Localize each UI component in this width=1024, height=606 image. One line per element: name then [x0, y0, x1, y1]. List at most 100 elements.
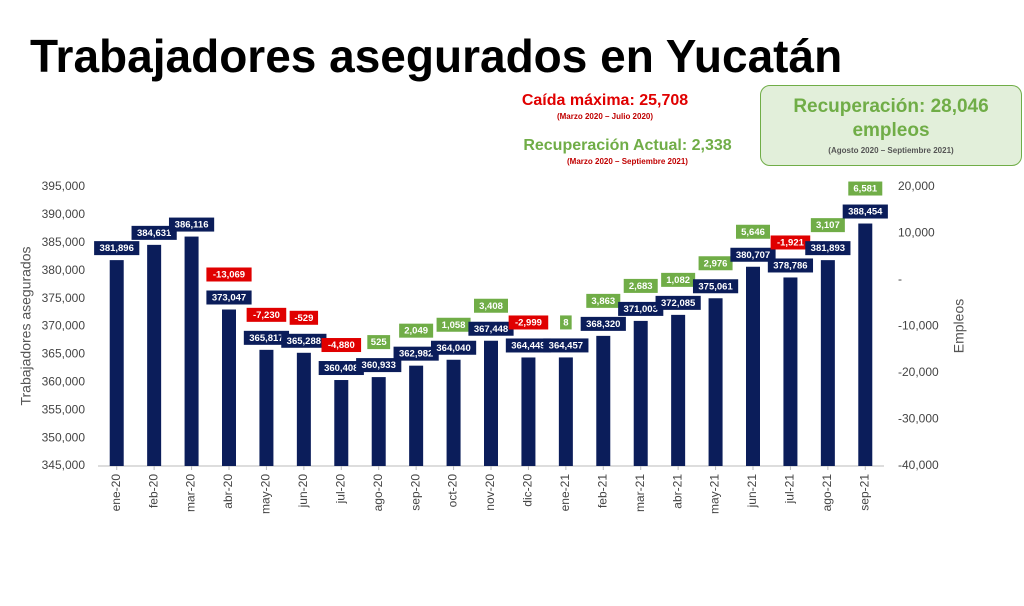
bar	[820, 260, 835, 466]
value-label: 365,288	[287, 336, 321, 347]
value-label: 388,454	[848, 207, 883, 218]
value-label: 375,061	[698, 281, 733, 292]
x-tick-label: ene-21	[558, 474, 572, 512]
x-tick-label: sep-21	[857, 474, 871, 511]
bar	[558, 357, 573, 466]
x-tick-label: nov-20	[483, 474, 497, 511]
y-axis-label: Trabajadores asegurados	[18, 246, 34, 405]
change-label-box	[698, 256, 733, 271]
bar	[371, 377, 386, 466]
change-label-box	[474, 298, 508, 313]
y-tick-label: 370,000	[42, 319, 86, 333]
bar	[184, 236, 199, 466]
value-label-box	[505, 338, 552, 353]
x-tick-label: abr-20	[221, 474, 235, 509]
value-label: 381,896	[100, 243, 134, 254]
change-label-box	[770, 235, 811, 250]
change-label-box	[436, 317, 471, 332]
y2-tick-label: 20,000	[898, 179, 935, 193]
change-label: 6,581	[853, 184, 877, 195]
value-label: 368,320	[586, 319, 620, 330]
x-tick-label: dic-20	[521, 474, 535, 507]
value-label: 380,707	[736, 250, 770, 261]
value-label-box	[281, 333, 327, 348]
value-label-box	[618, 301, 664, 316]
value-label-box	[393, 346, 439, 361]
y2-tick-label: -20,000	[898, 365, 939, 379]
value-label-box	[206, 290, 252, 305]
y-tick-label: 385,000	[42, 235, 86, 249]
value-label: 360,408	[324, 363, 358, 374]
value-label-box	[243, 330, 290, 345]
value-label-box	[318, 361, 364, 376]
x-tick-label: jun-20	[296, 474, 310, 509]
bar	[259, 349, 274, 466]
y-tick-label: 355,000	[42, 402, 86, 416]
change-label: 5,646	[741, 227, 765, 238]
change-label-box	[206, 267, 252, 282]
value-label-box	[655, 295, 701, 310]
value-label-box	[356, 358, 402, 373]
change-label: 1,082	[666, 275, 690, 286]
annotation-sub: (Agosto 2020 – Septiembre 2021)	[828, 146, 954, 155]
value-label: 373,047	[212, 293, 246, 304]
y-tick-label: 375,000	[42, 291, 86, 305]
y2-tick-label: -10,000	[898, 319, 939, 333]
change-label-box	[321, 338, 362, 353]
change-label-box	[399, 323, 434, 338]
x-tick-label: ago-20	[371, 474, 385, 512]
x-tick-label: sep-20	[408, 474, 422, 511]
value-label-box	[131, 225, 177, 240]
change-label: -1,921	[777, 237, 805, 248]
y-tick-label: 360,000	[42, 374, 86, 388]
y2-tick-label: -	[898, 272, 902, 286]
value-label-box	[842, 204, 888, 219]
annotation-sub: (Marzo 2020 – Septiembre 2021)	[567, 157, 688, 166]
y2-axis-label: Empleos	[951, 299, 967, 353]
bar	[633, 320, 648, 466]
annotation-box	[760, 85, 1022, 166]
change-label-box	[508, 315, 549, 330]
bar	[521, 357, 536, 466]
x-tick-label: feb-21	[595, 474, 609, 508]
value-label: 364,040	[436, 343, 470, 354]
bar	[147, 244, 162, 466]
bar	[708, 298, 723, 466]
y-tick-label: 380,000	[42, 263, 86, 277]
change-label-box	[810, 218, 845, 233]
change-label: 1,058	[442, 320, 466, 331]
value-label-box	[468, 321, 514, 336]
value-label-box	[692, 279, 739, 294]
x-tick-label: feb-20	[146, 474, 160, 508]
bar	[596, 335, 611, 466]
value-label: 371,003	[624, 304, 658, 315]
bar	[671, 314, 686, 466]
change-label: -13,069	[213, 270, 245, 281]
value-label: 384,631	[137, 228, 172, 239]
value-label-box	[168, 217, 215, 232]
value-label: 362,982	[399, 349, 433, 360]
annotation: Recuperación: 28,046 empleos	[793, 96, 989, 141]
value-label-box	[767, 258, 814, 273]
change-label-box	[661, 272, 696, 287]
change-label: 3,863	[591, 296, 615, 307]
x-tick-label: mar-21	[633, 474, 647, 512]
annotation: Caída máxima: 25,708	[521, 92, 689, 109]
x-tick-label: may-20	[259, 474, 273, 514]
x-tick-label: may-21	[708, 474, 722, 514]
x-tick-label: jun-21	[745, 474, 759, 509]
change-label-box	[560, 315, 572, 330]
change-label: -529	[294, 313, 313, 324]
change-label: -4,880	[328, 340, 355, 351]
change-label: 2,049	[404, 326, 428, 337]
x-tick-label: jul-21	[783, 474, 797, 505]
value-label: 364,449	[511, 340, 545, 351]
change-label-box	[623, 278, 658, 293]
bar	[484, 340, 498, 466]
change-label: 2,976	[704, 258, 728, 269]
bar	[296, 352, 311, 466]
x-tick-label: ene-20	[109, 474, 123, 512]
bar	[446, 359, 461, 466]
